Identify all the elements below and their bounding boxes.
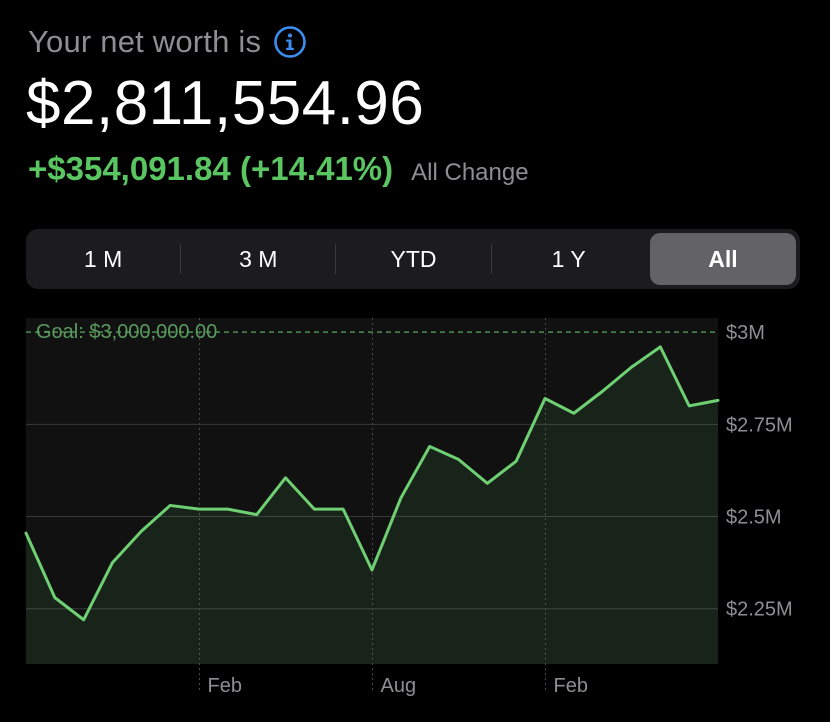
range-option-all[interactable]: All xyxy=(649,233,797,285)
net-worth-label: Your net worth is xyxy=(28,24,262,59)
y-tick-label: $2.75M xyxy=(726,414,793,436)
net-worth-amount: $2,811,554.96 xyxy=(26,69,425,138)
net-worth-header: Your net worth is xyxy=(28,24,307,60)
y-tick-label: $2.25M xyxy=(726,599,793,621)
range-option-3m[interactable]: 3 M xyxy=(239,245,278,272)
range-option-1y[interactable]: 1 Y xyxy=(551,245,586,272)
segment-divider xyxy=(180,244,182,274)
x-tick-label: Feb xyxy=(208,675,242,697)
net-worth-change: +$354,091.84 (+14.41%) All Change xyxy=(28,150,529,188)
x-tick-label: Feb xyxy=(554,675,588,697)
x-tick-label: Aug xyxy=(381,675,417,697)
range-option-1m[interactable]: 1 M xyxy=(83,245,123,272)
change-period-label: All Change xyxy=(411,159,529,186)
goal-label: Goal: $3,000,000.00 xyxy=(36,321,218,343)
segment-divider xyxy=(335,244,337,274)
net-worth-line xyxy=(24,345,720,622)
net-worth-area xyxy=(26,346,718,664)
time-range-selector: 1 M 3 M YTD 1 Y All xyxy=(26,229,800,289)
y-tick-label: $3M xyxy=(726,322,765,344)
segment-divider xyxy=(490,244,492,274)
range-option-ytd[interactable]: YTD xyxy=(390,245,437,272)
plot-background xyxy=(26,318,718,664)
y-tick-label: $2.5M xyxy=(726,507,782,529)
change-value: +$354,091.84 (+14.41%) xyxy=(28,150,394,187)
info-icon[interactable] xyxy=(273,25,307,59)
net-worth-chart[interactable]: Feb Aug Feb $3M $2.75M $2.5M $2.25M xyxy=(0,300,830,710)
